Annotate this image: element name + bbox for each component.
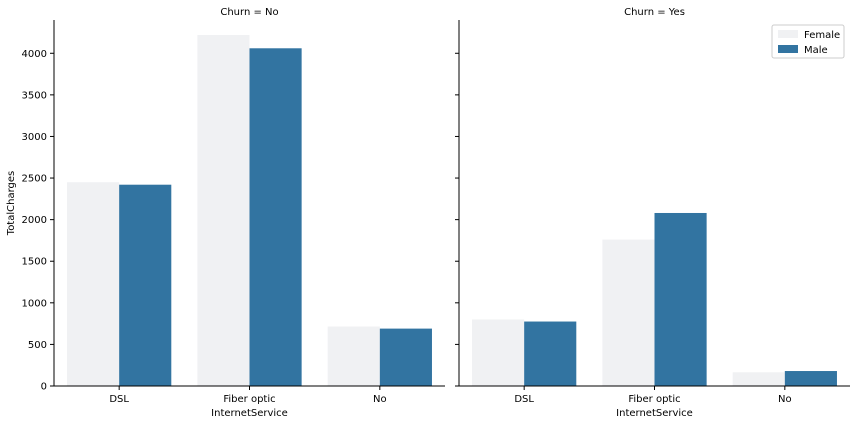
x-tick-label: No xyxy=(373,394,387,405)
panel-1: Churn = No 0 500 1000 1500 2000 2500 3000 3500 40… xyxy=(22,7,445,419)
y-tick-label: 1500 xyxy=(22,257,47,268)
bar-male-dsl xyxy=(119,184,172,386)
x-axis-title: InternetService xyxy=(211,408,288,419)
bar-female-no xyxy=(327,326,380,386)
bar-male-dsl xyxy=(524,321,577,386)
y-tick-label: 4000 xyxy=(22,49,47,60)
bar-male-fiber-optic xyxy=(654,212,707,386)
bar-female-dsl xyxy=(67,182,120,386)
legend-label-female: Female xyxy=(804,30,840,41)
x-tick-label: DSL xyxy=(514,394,534,405)
legend-swatch-female xyxy=(778,30,798,38)
bar-male-no xyxy=(784,371,837,386)
y-tick-label: 1000 xyxy=(22,298,47,309)
legend-swatch-male xyxy=(778,45,798,53)
x-axis-title: InternetService xyxy=(616,408,693,419)
y-tick-label: 2000 xyxy=(22,215,47,226)
y-tick-label: 3500 xyxy=(22,90,47,101)
x-tick-label: Fiber optic xyxy=(223,394,275,405)
bar-male-no xyxy=(379,328,432,386)
legend: Female Male xyxy=(771,24,845,59)
x-tick-label: No xyxy=(778,394,792,405)
bar-female-fiber-optic xyxy=(197,34,250,387)
y-tick-label: 500 xyxy=(28,340,47,351)
y-tick-label: 3000 xyxy=(22,132,47,143)
y-tick-label: 2500 xyxy=(22,174,47,185)
bar-male-fiber-optic xyxy=(249,48,302,386)
panel-title: Churn = No xyxy=(220,7,278,18)
panel-title: Churn = Yes xyxy=(624,7,685,18)
y-tick-label: 0 xyxy=(41,382,47,393)
bar-female-fiber-optic xyxy=(602,239,655,386)
x-tick-label: DSL xyxy=(109,394,129,405)
legend-label-male: Male xyxy=(804,45,828,56)
y-axis-title: TotalCharges xyxy=(6,171,17,236)
panel-2: Churn = Yes DSL Fiber optic No InternetServi… xyxy=(455,7,850,419)
bar-female-no xyxy=(732,372,785,386)
x-tick-label: Fiber optic xyxy=(628,394,680,405)
bar-female-dsl xyxy=(472,319,525,386)
